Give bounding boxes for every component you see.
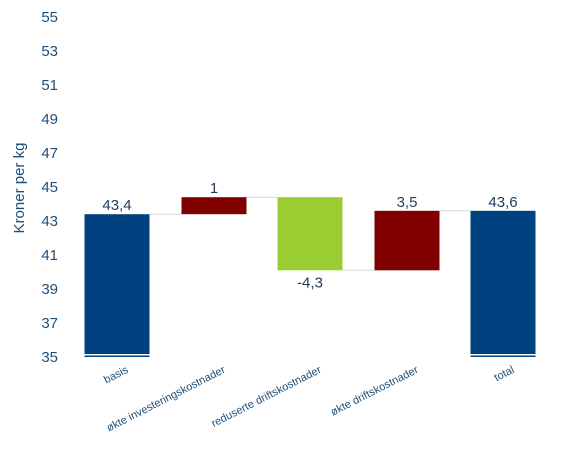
bar-total: [470, 210, 536, 357]
y-tick-label: 49: [41, 111, 58, 128]
data-label: 3,5: [397, 194, 418, 211]
y-tick-label: 45: [41, 179, 58, 196]
bar-total: [84, 214, 150, 357]
y-tick-label: 41: [41, 247, 58, 264]
data-label: -4,3: [297, 274, 323, 291]
y-axis-label: Kroner per kg: [11, 143, 28, 234]
y-tick-label: 53: [41, 43, 58, 60]
data-label: 1: [210, 180, 218, 197]
y-tick-label: 51: [41, 77, 58, 94]
y-tick-label: 37: [41, 315, 58, 332]
data-labels: 43,4 1 -4,3 3,5 43,6: [102, 180, 517, 291]
bar-increase: [181, 197, 247, 215]
y-tick-label: 43: [41, 213, 58, 230]
x-category-label: basis: [102, 364, 131, 387]
bar-base-stripe: [84, 354, 150, 356]
data-label: 43,6: [488, 194, 517, 211]
y-tick-label: 47: [41, 145, 58, 162]
bars: [84, 197, 536, 357]
x-category-label: økte driftskostnader: [329, 364, 421, 419]
y-axis-ticks: 35 37 39 41 43 45 47 49 51 53 55: [41, 9, 58, 366]
y-tick-label: 39: [41, 281, 58, 298]
data-label: 43,4: [102, 197, 131, 214]
y-tick-label: 35: [41, 349, 58, 366]
bar-increase: [374, 210, 440, 271]
bar-decrease: [277, 197, 343, 271]
bar-base-stripe: [470, 354, 536, 356]
x-category-label: total: [492, 364, 516, 384]
y-tick-label: 55: [41, 9, 58, 26]
connector-lines: [149, 196, 471, 271]
